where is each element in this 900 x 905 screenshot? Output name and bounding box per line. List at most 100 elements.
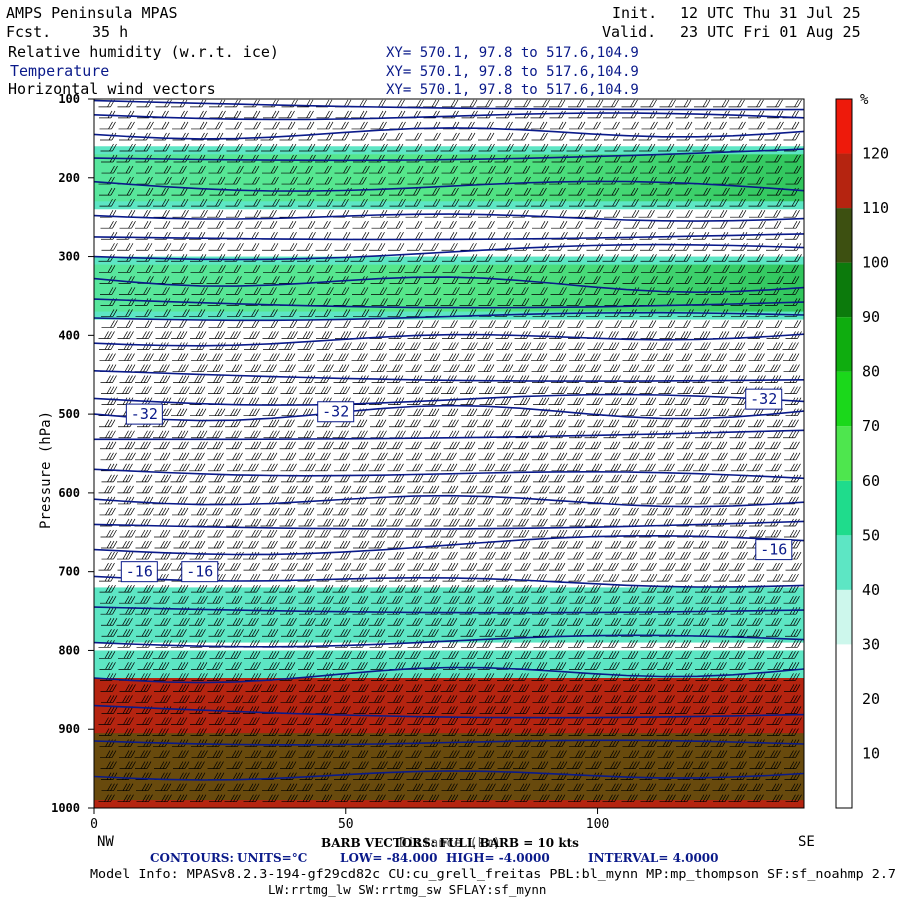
wind-barb — [371, 596, 388, 604]
wind-barb — [100, 375, 117, 383]
wind-barb — [387, 463, 404, 472]
wind-barb — [425, 463, 442, 472]
wind-barb — [116, 540, 133, 549]
wind-barb — [640, 320, 657, 328]
wind-barb — [100, 452, 117, 461]
wind-barb — [261, 761, 278, 769]
wind-barb — [371, 209, 388, 218]
wind-barb — [548, 474, 565, 483]
wind-barb — [315, 386, 332, 394]
wind-barb — [587, 651, 604, 659]
wind-barb — [549, 717, 566, 725]
wind-barb — [477, 198, 494, 207]
wind-barb — [350, 408, 367, 417]
wind-barb — [747, 629, 764, 637]
wind-barb — [406, 529, 423, 538]
wind-barb — [243, 99, 260, 108]
wind-barb — [351, 573, 368, 582]
wind-barb — [225, 276, 242, 284]
wind-barb — [659, 320, 676, 328]
wind-barb — [224, 331, 241, 339]
wind-barb — [263, 110, 280, 119]
wind-barb — [315, 629, 332, 637]
wind-barb — [639, 375, 656, 383]
wind-barb — [172, 198, 189, 207]
wind-barb — [729, 573, 746, 582]
wind-barb — [101, 463, 118, 472]
wind-barb — [551, 221, 568, 229]
wind-barb — [603, 419, 620, 428]
wind-barb — [389, 342, 406, 350]
wind-barb — [441, 706, 458, 714]
wind-barb — [460, 772, 477, 780]
wind-barb — [515, 353, 532, 361]
wind-barb — [639, 154, 656, 163]
wind-barb — [388, 176, 405, 185]
wind-barb — [622, 728, 639, 736]
wind-barb — [425, 375, 442, 383]
wind-barb — [263, 662, 280, 670]
wind-barb — [459, 684, 476, 692]
wind-barb — [242, 463, 259, 472]
x-tick-label: 100 — [586, 817, 609, 832]
wind-barb — [479, 695, 496, 703]
wind-barb — [333, 452, 350, 461]
wind-barb — [315, 551, 332, 560]
wind-barb — [333, 221, 350, 229]
temperature-contour — [94, 468, 804, 480]
wind-barb — [695, 739, 712, 747]
wind-barb — [260, 518, 277, 527]
wind-barb — [370, 430, 387, 439]
wind-barb — [298, 662, 315, 670]
wind-barb — [478, 364, 495, 372]
wind-barb — [605, 386, 622, 394]
wind-barb — [405, 584, 422, 593]
wind-barb — [278, 110, 295, 119]
wind-barb — [641, 353, 658, 361]
wind-barb — [405, 750, 422, 758]
wind-barb — [170, 629, 187, 637]
wind-barb — [657, 276, 674, 284]
wind-barb — [352, 607, 369, 615]
wind-barb — [533, 320, 550, 328]
colorbar-label: 30 — [862, 635, 880, 653]
wind-barb — [190, 176, 207, 185]
wind-barb — [783, 430, 800, 439]
wind-barb — [550, 596, 567, 604]
wind-barb — [675, 640, 692, 648]
wind-barb — [118, 651, 135, 659]
wind-barb — [155, 551, 172, 560]
wind-barb — [98, 562, 115, 571]
wind-barb — [262, 254, 279, 262]
wind-barb — [495, 562, 512, 571]
wind-barb — [154, 309, 171, 317]
wind-barb — [281, 474, 298, 483]
wind-barb — [677, 607, 694, 615]
wind-barb — [710, 276, 727, 284]
wind-barb — [99, 430, 116, 439]
wind-barb — [513, 298, 530, 306]
wind-barb — [766, 706, 783, 714]
wind-barb — [334, 695, 351, 703]
wind-barb — [584, 584, 601, 593]
wind-barb — [566, 375, 583, 383]
wind-barb — [136, 176, 153, 185]
wind-barb — [695, 364, 712, 372]
wind-barb — [746, 695, 763, 703]
wind-barb — [350, 562, 367, 571]
wind-barb — [332, 353, 349, 361]
wind-barb — [406, 695, 423, 703]
wind-barb — [209, 640, 226, 648]
wind-barb — [496, 739, 513, 747]
wind-barb — [497, 132, 514, 141]
wind-barb — [514, 562, 531, 571]
wind-barb — [101, 243, 118, 251]
wind-barb — [640, 165, 657, 174]
wind-barb — [155, 783, 172, 792]
wind-barb — [783, 364, 800, 372]
wind-barb — [747, 474, 764, 483]
wind-barb — [585, 518, 602, 527]
wind-barb — [568, 331, 585, 339]
wind-barb — [296, 474, 313, 483]
wind-barb — [659, 408, 676, 417]
